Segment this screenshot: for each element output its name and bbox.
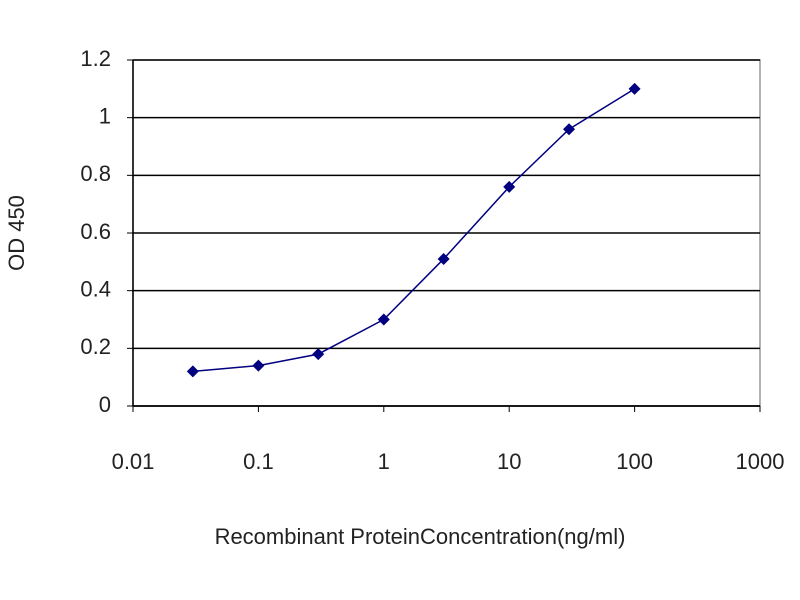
y-tick-label: 0.6 bbox=[80, 219, 111, 244]
y-tick-label: 0.2 bbox=[80, 334, 111, 359]
y-tick-label: 1.2 bbox=[80, 46, 111, 71]
data-point bbox=[312, 348, 325, 361]
y-tick-label: 0.8 bbox=[80, 161, 111, 186]
x-tick-label: 100 bbox=[616, 449, 653, 474]
series-line bbox=[192, 88, 635, 373]
x-tick-label: 1 bbox=[378, 449, 390, 474]
data-point bbox=[437, 252, 450, 265]
data-point bbox=[503, 180, 516, 193]
data-point bbox=[377, 313, 390, 326]
y-tick-label: 0 bbox=[99, 392, 111, 417]
x-axis-label: Recombinant ProteinConcentration(ng/ml) bbox=[215, 524, 626, 549]
y-tick-label: 1 bbox=[99, 103, 111, 128]
x-tick-label: 0.1 bbox=[243, 449, 274, 474]
y-axis-label: OD 450 bbox=[4, 195, 29, 271]
data-point bbox=[186, 365, 199, 378]
x-tick-label: 0.01 bbox=[112, 449, 155, 474]
y-tick-label: 0.4 bbox=[80, 276, 111, 301]
x-tick-label: 1000 bbox=[736, 449, 785, 474]
data-point bbox=[252, 359, 265, 372]
data-point bbox=[563, 123, 576, 136]
x-tick-label: 10 bbox=[497, 449, 521, 474]
data-point bbox=[628, 82, 641, 95]
